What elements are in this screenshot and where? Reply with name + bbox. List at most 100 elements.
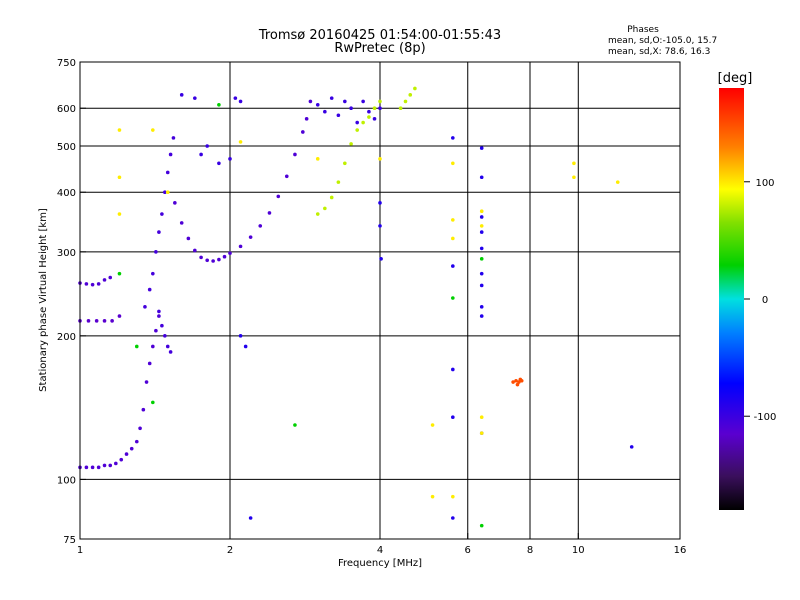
data-points [78,86,634,528]
data-point [514,378,518,383]
y-tick-label: 75 [63,535,76,546]
data-point [141,407,146,412]
data-point [430,494,435,499]
data-point [479,283,484,288]
x-tick-label: 8 [527,545,533,556]
data-point [451,161,455,166]
data-point [479,224,484,228]
data-point [511,380,515,384]
data-point [165,190,170,195]
data-point [179,93,184,97]
data-point [163,334,167,338]
grid-lines [80,62,680,539]
data-point [102,278,107,282]
data-point [238,244,243,249]
data-point [479,215,484,219]
data-point [217,161,221,166]
data-point [151,344,155,349]
data-point [378,106,382,111]
data-point [403,99,408,104]
data-point [308,99,313,104]
data-point [301,130,305,134]
data-point [160,323,164,328]
data-point [293,152,297,157]
data-point [248,235,253,239]
data-point [361,99,365,104]
x-tick-label: 6 [465,545,471,556]
data-point [228,251,232,256]
data-point [572,175,576,180]
data-point [179,221,184,225]
data-point [572,161,576,166]
data-point [378,201,382,205]
data-point [193,96,197,100]
x-tick-label: 10 [572,545,585,556]
data-point [117,128,122,132]
x-axis-label: Frequency [MHz] [338,558,422,569]
data-point [205,144,209,148]
data-point [451,136,455,140]
data-point [147,287,152,292]
data-point [134,439,139,444]
data-point [151,128,155,132]
colorbar-ticks: 100 0 -100 [744,178,776,423]
y-axis-label: Stationary phase Virtual Height [km] [38,208,49,392]
data-point [154,328,158,333]
data-point [143,305,147,309]
data-point [119,457,124,462]
x-tick-label: 2 [227,545,233,556]
colorbar-unit-label: [deg] [718,71,753,86]
data-point [248,516,253,520]
data-point [304,117,309,121]
data-point [315,157,320,161]
chart-title: Tromsø 20160425 01:54:00-01:55:43 [258,28,501,43]
data-point [151,400,155,405]
data-point [479,146,484,150]
data-point [367,109,371,114]
data-point [243,344,248,349]
data-point [102,463,107,468]
data-point [629,445,634,449]
data-point [157,309,161,314]
data-point [323,206,327,211]
colorbar-tick-label: 0 [762,295,768,306]
data-point [233,96,238,100]
data-point [117,212,122,216]
data-point [378,224,382,228]
data-point [615,180,620,184]
data-point [355,128,359,132]
data-point [451,296,455,300]
data-point [315,103,320,107]
y-tick-label: 750 [57,58,76,69]
data-point [165,344,170,349]
data-point [199,152,203,157]
y-tick-label: 600 [57,104,76,115]
y-tick-label: 500 [57,142,76,153]
data-point [378,157,382,161]
data-point [479,415,484,420]
data-point [114,461,118,466]
data-point [479,209,484,213]
x-axis-ticks: 1 2 4 6 8 10 16 [77,533,687,556]
data-point [372,117,377,121]
data-point [367,115,371,119]
data-point [199,255,203,260]
data-point [515,382,520,387]
data-point [323,109,327,114]
data-point [336,180,341,184]
data-point [124,452,129,456]
x-tick-label: 16 [674,545,687,556]
data-point [518,377,523,382]
data-point [479,305,484,309]
data-point [160,212,164,216]
data-point [413,86,417,91]
data-point [479,246,484,251]
data-point [479,257,484,261]
y-tick-label: 200 [57,332,76,343]
data-point [258,224,263,228]
data-point [171,136,176,140]
data-point [129,446,134,451]
data-point [222,254,227,259]
stats-heading: Phases [627,25,659,35]
